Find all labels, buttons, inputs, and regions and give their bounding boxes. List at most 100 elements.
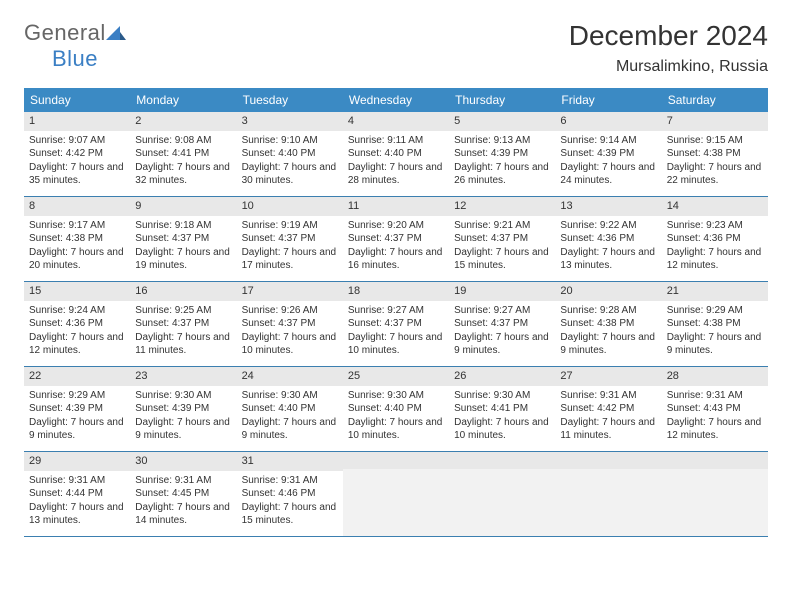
daylight-text: Daylight: 7 hours and 20 minutes. xyxy=(29,246,125,273)
day-number: 13 xyxy=(555,197,661,216)
day-number: 3 xyxy=(237,112,343,131)
day-body: Sunrise: 9:11 AMSunset: 4:40 PMDaylight:… xyxy=(343,131,449,193)
sunset-text: Sunset: 4:37 PM xyxy=(135,232,231,246)
day-body: Sunrise: 9:31 AMSunset: 4:46 PMDaylight:… xyxy=(237,471,343,533)
sunset-text: Sunset: 4:37 PM xyxy=(348,317,444,331)
day-number xyxy=(343,452,449,469)
day-number: 25 xyxy=(343,367,449,386)
sunrise-text: Sunrise: 9:22 AM xyxy=(560,219,656,233)
sunrise-text: Sunrise: 9:26 AM xyxy=(242,304,338,318)
sunrise-text: Sunrise: 9:20 AM xyxy=(348,219,444,233)
day-cell: 23Sunrise: 9:30 AMSunset: 4:39 PMDayligh… xyxy=(130,367,236,451)
daylight-text: Daylight: 7 hours and 9 minutes. xyxy=(135,416,231,443)
sunset-text: Sunset: 4:37 PM xyxy=(348,232,444,246)
day-body: Sunrise: 9:27 AMSunset: 4:37 PMDaylight:… xyxy=(343,301,449,363)
sunrise-text: Sunrise: 9:29 AM xyxy=(29,389,125,403)
day-body: Sunrise: 9:31 AMSunset: 4:45 PMDaylight:… xyxy=(130,471,236,533)
sunset-text: Sunset: 4:37 PM xyxy=(454,232,550,246)
daylight-text: Daylight: 7 hours and 26 minutes. xyxy=(454,161,550,188)
daylight-text: Daylight: 7 hours and 13 minutes. xyxy=(560,246,656,273)
day-number: 18 xyxy=(343,282,449,301)
day-cell: 20Sunrise: 9:28 AMSunset: 4:38 PMDayligh… xyxy=(555,282,661,366)
day-number: 15 xyxy=(24,282,130,301)
day-body: Sunrise: 9:14 AMSunset: 4:39 PMDaylight:… xyxy=(555,131,661,193)
daylight-text: Daylight: 7 hours and 15 minutes. xyxy=(242,501,338,528)
day-number: 12 xyxy=(449,197,555,216)
day-cell: 27Sunrise: 9:31 AMSunset: 4:42 PMDayligh… xyxy=(555,367,661,451)
sunset-text: Sunset: 4:46 PM xyxy=(242,487,338,501)
day-body: Sunrise: 9:10 AMSunset: 4:40 PMDaylight:… xyxy=(237,131,343,193)
day-cell: 13Sunrise: 9:22 AMSunset: 4:36 PMDayligh… xyxy=(555,197,661,281)
day-cell: 14Sunrise: 9:23 AMSunset: 4:36 PMDayligh… xyxy=(662,197,768,281)
day-body: Sunrise: 9:31 AMSunset: 4:43 PMDaylight:… xyxy=(662,386,768,448)
sunrise-text: Sunrise: 9:31 AM xyxy=(667,389,763,403)
day-header: Saturday xyxy=(662,88,768,112)
day-body: Sunrise: 9:30 AMSunset: 4:39 PMDaylight:… xyxy=(130,386,236,448)
daylight-text: Daylight: 7 hours and 10 minutes. xyxy=(348,416,444,443)
sunset-text: Sunset: 4:36 PM xyxy=(29,317,125,331)
day-cell: 2Sunrise: 9:08 AMSunset: 4:41 PMDaylight… xyxy=(130,112,236,196)
day-headers: SundayMondayTuesdayWednesdayThursdayFrid… xyxy=(24,88,768,112)
day-body: Sunrise: 9:19 AMSunset: 4:37 PMDaylight:… xyxy=(237,216,343,278)
sunset-text: Sunset: 4:37 PM xyxy=(135,317,231,331)
day-number: 2 xyxy=(130,112,236,131)
sunset-text: Sunset: 4:39 PM xyxy=(454,147,550,161)
daylight-text: Daylight: 7 hours and 14 minutes. xyxy=(135,501,231,528)
sunrise-text: Sunrise: 9:13 AM xyxy=(454,134,550,148)
day-body: Sunrise: 9:30 AMSunset: 4:40 PMDaylight:… xyxy=(343,386,449,448)
day-number: 22 xyxy=(24,367,130,386)
day-number: 9 xyxy=(130,197,236,216)
day-number: 28 xyxy=(662,367,768,386)
sunset-text: Sunset: 4:37 PM xyxy=(242,317,338,331)
empty-day-cell xyxy=(555,452,661,536)
daylight-text: Daylight: 7 hours and 35 minutes. xyxy=(29,161,125,188)
daylight-text: Daylight: 7 hours and 9 minutes. xyxy=(560,331,656,358)
logo-text-blue: Blue xyxy=(24,46,98,71)
day-number: 21 xyxy=(662,282,768,301)
day-cell: 12Sunrise: 9:21 AMSunset: 4:37 PMDayligh… xyxy=(449,197,555,281)
day-cell: 30Sunrise: 9:31 AMSunset: 4:45 PMDayligh… xyxy=(130,452,236,536)
daylight-text: Daylight: 7 hours and 9 minutes. xyxy=(242,416,338,443)
day-cell: 9Sunrise: 9:18 AMSunset: 4:37 PMDaylight… xyxy=(130,197,236,281)
sunset-text: Sunset: 4:38 PM xyxy=(667,317,763,331)
sunrise-text: Sunrise: 9:19 AM xyxy=(242,219,338,233)
sunrise-text: Sunrise: 9:07 AM xyxy=(29,134,125,148)
day-cell: 22Sunrise: 9:29 AMSunset: 4:39 PMDayligh… xyxy=(24,367,130,451)
sunrise-text: Sunrise: 9:28 AM xyxy=(560,304,656,318)
day-cell: 19Sunrise: 9:27 AMSunset: 4:37 PMDayligh… xyxy=(449,282,555,366)
day-body: Sunrise: 9:15 AMSunset: 4:38 PMDaylight:… xyxy=(662,131,768,193)
day-number: 17 xyxy=(237,282,343,301)
day-body: Sunrise: 9:31 AMSunset: 4:44 PMDaylight:… xyxy=(24,471,130,533)
day-cell: 4Sunrise: 9:11 AMSunset: 4:40 PMDaylight… xyxy=(343,112,449,196)
day-body xyxy=(555,469,661,536)
week-row: 1Sunrise: 9:07 AMSunset: 4:42 PMDaylight… xyxy=(24,112,768,197)
sunrise-text: Sunrise: 9:21 AM xyxy=(454,219,550,233)
day-number: 31 xyxy=(237,452,343,471)
day-cell: 5Sunrise: 9:13 AMSunset: 4:39 PMDaylight… xyxy=(449,112,555,196)
daylight-text: Daylight: 7 hours and 10 minutes. xyxy=(348,331,444,358)
day-body: Sunrise: 9:22 AMSunset: 4:36 PMDaylight:… xyxy=(555,216,661,278)
day-number: 27 xyxy=(555,367,661,386)
daylight-text: Daylight: 7 hours and 13 minutes. xyxy=(29,501,125,528)
day-cell: 29Sunrise: 9:31 AMSunset: 4:44 PMDayligh… xyxy=(24,452,130,536)
day-number: 14 xyxy=(662,197,768,216)
day-body: Sunrise: 9:24 AMSunset: 4:36 PMDaylight:… xyxy=(24,301,130,363)
day-body: Sunrise: 9:13 AMSunset: 4:39 PMDaylight:… xyxy=(449,131,555,193)
sunrise-text: Sunrise: 9:31 AM xyxy=(29,474,125,488)
sunrise-text: Sunrise: 9:17 AM xyxy=(29,219,125,233)
title-block: December 2024 Mursalimkino, Russia xyxy=(569,20,768,76)
day-number xyxy=(662,452,768,469)
day-header: Monday xyxy=(130,88,236,112)
sunset-text: Sunset: 4:45 PM xyxy=(135,487,231,501)
day-number: 26 xyxy=(449,367,555,386)
day-cell: 6Sunrise: 9:14 AMSunset: 4:39 PMDaylight… xyxy=(555,112,661,196)
day-body: Sunrise: 9:23 AMSunset: 4:36 PMDaylight:… xyxy=(662,216,768,278)
sunset-text: Sunset: 4:38 PM xyxy=(560,317,656,331)
sunset-text: Sunset: 4:42 PM xyxy=(29,147,125,161)
day-body: Sunrise: 9:28 AMSunset: 4:38 PMDaylight:… xyxy=(555,301,661,363)
daylight-text: Daylight: 7 hours and 9 minutes. xyxy=(29,416,125,443)
day-cell: 1Sunrise: 9:07 AMSunset: 4:42 PMDaylight… xyxy=(24,112,130,196)
day-number: 7 xyxy=(662,112,768,131)
day-number: 24 xyxy=(237,367,343,386)
week-row: 29Sunrise: 9:31 AMSunset: 4:44 PMDayligh… xyxy=(24,452,768,537)
